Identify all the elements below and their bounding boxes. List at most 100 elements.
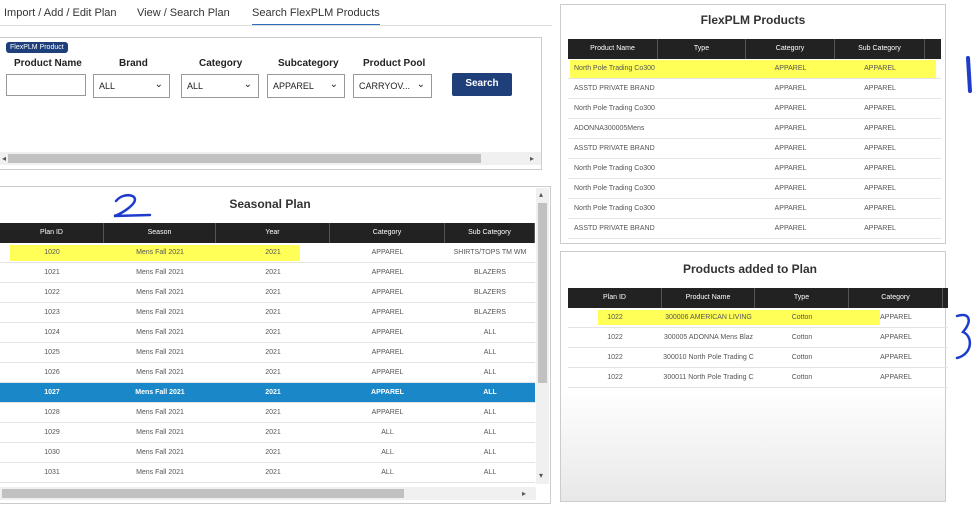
table-row[interactable]: North Pole Trading Co300 APPAREL APPAREL <box>568 59 941 79</box>
table-cell: ALL <box>483 429 497 436</box>
column-header[interactable]: Type <box>658 39 746 59</box>
scrollbar-thumb[interactable] <box>538 203 547 383</box>
table-cell: 1027 <box>44 389 60 396</box>
column-header[interactable]: Year <box>216 223 330 243</box>
category-select[interactable]: ALL ⌄ <box>181 74 259 98</box>
column-header[interactable]: Season <box>104 223 216 243</box>
table-row[interactable]: ASSTD PRIVATE BRAND APPAREL APPAREL <box>568 139 941 159</box>
table-row[interactable]: ADONNA300005Mens APPAREL APPAREL <box>568 119 941 139</box>
scroll-right-icon[interactable]: ▸ <box>522 489 527 498</box>
search-button[interactable]: Search <box>452 73 512 96</box>
table-row[interactable]: 1027 Mens Fall 2021 2021 APPAREL ALL <box>0 383 535 403</box>
table-row[interactable]: 1022 300010 North Pole Trading C Cotton APP… <box>568 348 948 368</box>
table-cell: APPAREL <box>880 354 912 361</box>
table-row[interactable]: 1021 Mens Fall 2021 2021 APPAREL BLAZERS <box>0 263 535 283</box>
table-row[interactable]: 1030 Mens Fall 2021 2021 ALL ALL <box>0 443 535 463</box>
scrollbar-thumb[interactable] <box>8 154 481 163</box>
table-row[interactable]: 1031 Mens Fall 2021 2021 ALL ALL <box>0 463 535 483</box>
table-row[interactable]: 1020 Mens Fall 2021 2021 APPAREL SHIRTS/TOPS… <box>0 243 535 263</box>
table-cell: 1031 <box>44 469 60 476</box>
table-cell: APPAREL <box>880 334 912 341</box>
seasonal-plan-title: Seasonal Plan <box>229 197 311 211</box>
added-header-row: Plan ID Product Name Type Category <box>568 288 948 308</box>
product-pool-select[interactable]: CARRYOV... ⌄ <box>353 74 432 98</box>
table-cell: ALL <box>381 429 394 436</box>
brand-select[interactable]: ALL ⌄ <box>93 74 170 98</box>
table-cell: North Pole Trading Co300 <box>574 205 655 212</box>
column-header[interactable]: Product Name <box>662 288 755 308</box>
table-row[interactable]: North Pole Trading Co300 APPAREL APPAREL <box>568 99 941 119</box>
chevron-down-icon: ⌄ <box>154 79 163 90</box>
table-cell: 1024 <box>44 329 60 336</box>
scroll-down-icon[interactable]: ▾ <box>539 471 544 480</box>
table-row[interactable]: ASSTD PRIVATE BRAND APPAREL APPAREL <box>568 79 941 99</box>
table-row[interactable]: 1022 300005 ADONNA Mens Blaz Cotton APPAREL <box>568 328 948 348</box>
brand-label: Brand <box>119 58 148 69</box>
table-row[interactable]: North Pole Trading Co300 APPAREL APPAREL <box>568 179 941 199</box>
table-row[interactable]: 1022 Mens Fall 2021 2021 APPAREL BLAZERS <box>0 283 535 303</box>
table-cell: Mens Fall 2021 <box>136 269 184 276</box>
table-row[interactable]: 1024 Mens Fall 2021 2021 APPAREL ALL <box>0 323 535 343</box>
product-name-input[interactable] <box>6 74 86 96</box>
tab-view-search-plan[interactable]: View / Search Plan <box>137 7 230 19</box>
table-cell: APPAREL <box>371 349 404 356</box>
table-cell: ALL <box>483 369 497 376</box>
table-cell: APPAREL <box>774 185 807 192</box>
search-panel-scrollbar[interactable]: ◂ ▸ <box>0 152 541 165</box>
table-cell: 2021 <box>265 389 281 396</box>
table-cell: 300006 AMERICAN LIVING <box>665 314 752 321</box>
table-cell: Cotton <box>791 334 813 341</box>
table-cell <box>658 79 746 98</box>
table-row[interactable]: 1025 Mens Fall 2021 2021 APPAREL ALL <box>0 343 535 363</box>
table-row[interactable]: ASSTD PRIVATE BRAND APPAREL APPAREL <box>568 219 941 239</box>
table-row[interactable]: North Pole Trading Co300 APPAREL APPAREL <box>568 199 941 219</box>
table-row[interactable]: 1026 Mens Fall 2021 2021 APPAREL ALL <box>0 363 535 383</box>
table-cell: APPAREL <box>880 314 912 321</box>
column-header[interactable]: Sub Category <box>445 223 535 243</box>
table-row[interactable]: 1028 Mens Fall 2021 2021 APPAREL ALL <box>0 403 535 423</box>
column-header[interactable]: Category <box>849 288 943 308</box>
table-cell: North Pole Trading Co300 <box>574 185 655 192</box>
table-cell: APPAREL <box>864 65 896 72</box>
scroll-up-icon[interactable]: ▴ <box>539 190 544 199</box>
scroll-left-icon[interactable]: ◂ <box>2 154 7 163</box>
column-header[interactable]: Type <box>755 288 849 308</box>
subcategory-select[interactable]: APPAREL ⌄ <box>267 74 345 98</box>
table-cell: APPAREL <box>774 165 807 172</box>
table-cell: APPAREL <box>864 125 896 132</box>
table-cell: 2021 <box>265 349 281 356</box>
table-cell: 2021 <box>265 469 281 476</box>
table-cell: APPAREL <box>371 249 404 256</box>
table-cell: 300005 ADONNA Mens Blaz <box>663 334 754 341</box>
table-cell: APPAREL <box>774 65 807 72</box>
table-cell: 1022 <box>607 314 623 321</box>
scrollbar-thumb[interactable] <box>2 489 404 498</box>
table-row[interactable]: 1023 Mens Fall 2021 2021 APPAREL BLAZERS <box>0 303 535 323</box>
table-cell: ALL <box>483 349 497 356</box>
table-cell <box>658 99 746 118</box>
column-header[interactable]: Plan ID <box>0 223 104 243</box>
search-panel <box>0 37 542 170</box>
column-header[interactable]: Category <box>746 39 835 59</box>
table-row[interactable]: North Pole Trading Co300 APPAREL APPAREL <box>568 159 941 179</box>
tab-import-add-edit-plan[interactable]: Import / Add / Edit Plan <box>4 7 117 19</box>
tab-search-flexplm-products[interactable]: Search FlexPLM Products <box>252 7 380 26</box>
product-name-label: Product Name <box>14 58 82 69</box>
table-row[interactable]: 1022 300011 North Pole Trading C Cotton APP… <box>568 368 948 388</box>
table-cell: Cotton <box>791 314 813 321</box>
column-header[interactable]: Product Name <box>568 39 658 59</box>
scroll-right-icon[interactable]: ▸ <box>530 154 535 163</box>
seasonal-plan-vscroll[interactable]: ▴ ▾ <box>536 188 549 484</box>
column-header[interactable]: Category <box>330 223 445 243</box>
table-cell: ALL <box>483 409 497 416</box>
flexplm-header-row: Product Name Type Category Sub Category <box>568 39 941 59</box>
seasonal-plan-hscroll[interactable]: ▸ <box>0 487 536 500</box>
column-header[interactable]: Sub Category <box>835 39 925 59</box>
table-cell: 1025 <box>44 349 60 356</box>
table-row[interactable]: 1022 300006 AMERICAN LIVING Cotton APPAREL <box>568 308 948 328</box>
table-row[interactable]: 1029 Mens Fall 2021 2021 ALL ALL <box>0 423 535 443</box>
column-header[interactable]: Plan ID <box>568 288 662 308</box>
table-cell: 2021 <box>265 409 281 416</box>
table-cell: BLAZERS <box>474 269 506 276</box>
product-pool-select-value: CARRYOV... <box>359 81 411 91</box>
